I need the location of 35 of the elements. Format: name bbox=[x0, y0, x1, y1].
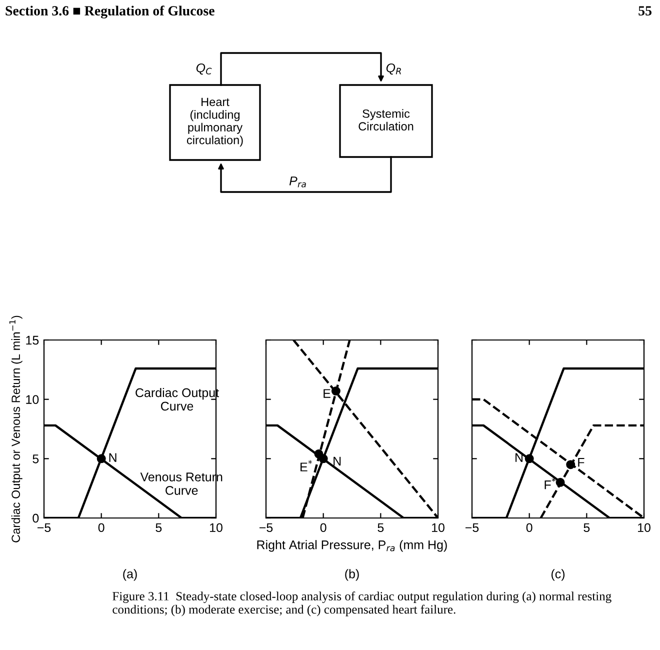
annotation: N bbox=[109, 453, 116, 462]
x-tick-label: 0 bbox=[320, 523, 326, 532]
text: 55 bbox=[638, 6, 652, 16]
text: Systemic Circulation bbox=[358, 109, 414, 131]
x-tick-label: −5 bbox=[465, 523, 479, 532]
y-axis-title: Cardiac Output or Venous Return (L min$^{−1}$) bbox=[9, 316, 22, 542]
text: Q$_{C}$ bbox=[196, 63, 212, 75]
text: Section 3.6 ■ Regulation of Glucose bbox=[6, 6, 214, 18]
caption: Figure 3.11 Steady-state closed-loop analysis of cardiac output regulation during (a) normal resting conditions; (b) moderate exercise; and (c) compensated heart failure. bbox=[112, 592, 612, 616]
text: P$_{ra}$ bbox=[289, 176, 306, 188]
x-axis-title: Right Atrial Pressure, P$_{ra}$ (mm Hg) bbox=[257, 540, 447, 552]
x-tick-label: −5 bbox=[37, 523, 51, 532]
x-tick-label: 5 bbox=[378, 523, 384, 532]
annotation: E$^{*}$ bbox=[300, 460, 312, 472]
x-tick-label: 0 bbox=[98, 523, 104, 532]
annotation: F$^{*}$ bbox=[544, 478, 556, 490]
x-tick-label: 5 bbox=[156, 523, 162, 532]
x-tick-label: 0 bbox=[526, 523, 532, 532]
y-tick-label: 0 bbox=[32, 514, 39, 523]
x-tick-label: 10 bbox=[210, 523, 222, 532]
text: (c) bbox=[551, 569, 565, 581]
text: Q$_{R}$ bbox=[386, 63, 401, 75]
y-tick-label: 15 bbox=[26, 336, 39, 345]
x-tick-label: −5 bbox=[259, 523, 273, 532]
x-tick-label: 10 bbox=[638, 523, 650, 532]
x-tick-label: 10 bbox=[432, 523, 444, 532]
text: (b) bbox=[345, 569, 359, 581]
annotation: E bbox=[324, 389, 330, 398]
y-tick-label: 10 bbox=[26, 395, 39, 404]
annotation: N bbox=[334, 456, 341, 466]
y-tick-label: 5 bbox=[32, 454, 39, 464]
text: Heart (including pulmonary circulation) bbox=[186, 98, 243, 147]
x-tick-label: 5 bbox=[584, 523, 590, 532]
annotation: F bbox=[578, 458, 584, 467]
text: (a) bbox=[123, 569, 137, 581]
